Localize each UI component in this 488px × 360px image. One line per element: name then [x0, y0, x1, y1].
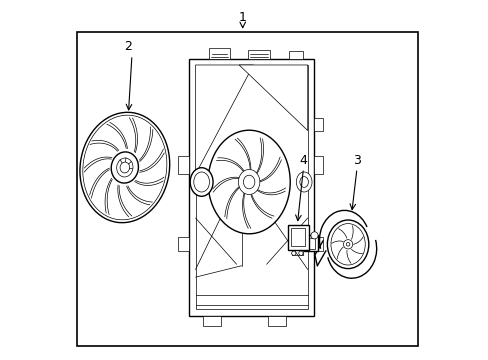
Ellipse shape: [120, 162, 129, 173]
Bar: [313, 157, 323, 174]
Ellipse shape: [330, 224, 365, 265]
Bar: [247, 50, 269, 59]
Circle shape: [298, 251, 303, 255]
Bar: [208, 48, 230, 59]
Ellipse shape: [111, 152, 138, 183]
Polygon shape: [239, 65, 307, 131]
Bar: [177, 157, 189, 174]
Text: 3: 3: [352, 154, 360, 167]
Ellipse shape: [296, 172, 311, 192]
Circle shape: [346, 243, 349, 246]
Ellipse shape: [243, 175, 254, 189]
Ellipse shape: [80, 112, 169, 223]
Polygon shape: [195, 65, 253, 174]
Bar: [288, 51, 303, 59]
Bar: [288, 225, 308, 249]
Ellipse shape: [238, 170, 259, 194]
Bar: [189, 59, 313, 316]
Circle shape: [291, 251, 295, 255]
Text: 1: 1: [238, 11, 246, 24]
Ellipse shape: [82, 115, 166, 220]
Bar: [313, 237, 323, 251]
Ellipse shape: [190, 168, 213, 196]
Bar: [203, 316, 221, 327]
Bar: [313, 118, 323, 131]
Ellipse shape: [193, 172, 209, 192]
Circle shape: [343, 240, 352, 249]
Bar: [267, 316, 285, 327]
Bar: [195, 65, 307, 309]
Ellipse shape: [117, 158, 133, 177]
Bar: [304, 235, 317, 251]
Bar: [77, 32, 417, 346]
Bar: [306, 238, 315, 249]
Ellipse shape: [207, 130, 290, 234]
Text: 2: 2: [124, 40, 132, 53]
Circle shape: [310, 232, 317, 239]
Bar: [290, 228, 304, 246]
Text: 4: 4: [299, 154, 307, 167]
Bar: [177, 237, 189, 251]
Ellipse shape: [299, 177, 308, 187]
Ellipse shape: [326, 220, 368, 269]
